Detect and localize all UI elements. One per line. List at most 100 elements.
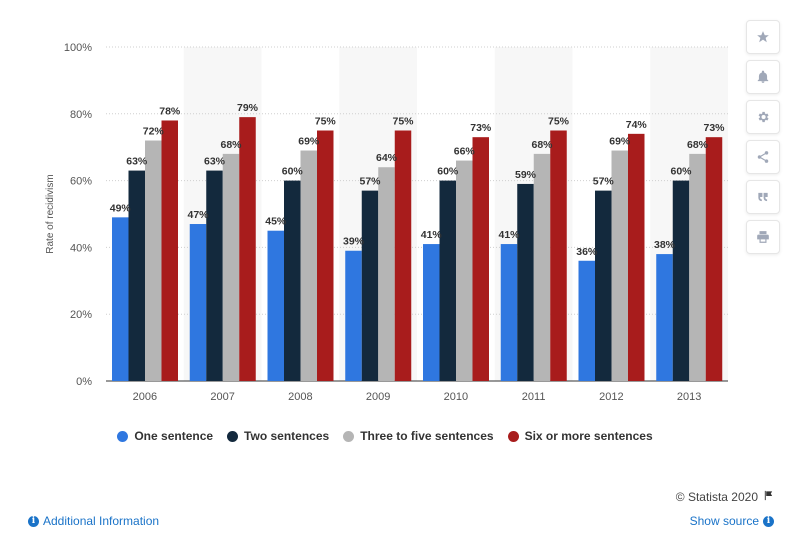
quote-icon	[758, 192, 768, 202]
gear-icon	[758, 111, 769, 123]
statista-credit: © Statista 2020	[676, 490, 774, 504]
bar[interactable]	[550, 130, 567, 382]
bar[interactable]	[361, 190, 379, 381]
data-label: 39%	[343, 236, 365, 248]
bar[interactable]	[112, 217, 129, 381]
bar[interactable]	[705, 137, 723, 381]
data-label: 74%	[626, 119, 648, 131]
flag-icon[interactable]	[763, 490, 774, 504]
data-label: 68%	[220, 139, 242, 151]
legend-label: Six or more sentences	[524, 429, 653, 443]
print-button[interactable]	[746, 220, 780, 254]
info-icon: i	[28, 515, 39, 527]
share-icon	[757, 151, 769, 163]
data-label: 59%	[515, 169, 537, 181]
x-tick-label: 2012	[599, 391, 623, 403]
show-source-link[interactable]: Show source i	[690, 514, 774, 528]
data-label: 64%	[376, 152, 398, 164]
legend-marker	[507, 430, 519, 442]
data-label: 75%	[548, 116, 570, 128]
share-button[interactable]	[746, 140, 780, 174]
x-tick-label: 2009	[366, 391, 390, 403]
y-axis-label: Rate of recidivism	[45, 174, 56, 253]
bar[interactable]	[472, 137, 490, 381]
data-label: 69%	[298, 136, 320, 148]
y-tick-label: 100%	[64, 42, 92, 54]
data-label: 69%	[609, 136, 631, 148]
bars	[112, 117, 723, 382]
data-label: 38%	[654, 239, 676, 251]
favorite-button[interactable]	[746, 20, 780, 54]
bar[interactable]	[284, 180, 301, 381]
data-label: 60%	[437, 166, 459, 178]
data-label: 63%	[126, 156, 148, 168]
x-tick-label: 2008	[288, 391, 312, 403]
legend-item[interactable]: Three to five sentences	[343, 429, 494, 443]
data-label: 73%	[470, 122, 492, 134]
legend-item[interactable]: One sentence	[117, 429, 213, 443]
show-source-label: Show source	[689, 514, 759, 528]
bar[interactable]	[394, 130, 412, 382]
bar[interactable]	[611, 150, 629, 381]
bar[interactable]	[267, 230, 285, 381]
data-label: 60%	[282, 166, 304, 178]
data-label: 75%	[392, 116, 414, 128]
legend-marker	[117, 430, 129, 442]
bar[interactable]	[423, 244, 440, 381]
bar[interactable]	[161, 120, 179, 381]
bar[interactable]	[595, 190, 612, 381]
bar[interactable]	[222, 153, 240, 381]
bar[interactable]	[128, 170, 146, 381]
x-tick-label: 2011	[522, 391, 546, 403]
data-label: 75%	[315, 116, 337, 128]
x-tick-label: 2006	[133, 391, 157, 403]
bar[interactable]	[206, 170, 223, 381]
bar[interactable]	[345, 250, 362, 381]
bar[interactable]	[378, 167, 395, 381]
y-tick-label: 80%	[70, 109, 92, 121]
bar[interactable]	[239, 117, 256, 381]
legend-item[interactable]: Two sentences	[227, 429, 329, 443]
legend-item[interactable]: Six or more sentences	[507, 429, 653, 443]
legend-marker	[227, 430, 239, 442]
star-icon	[757, 31, 769, 43]
bar[interactable]	[456, 160, 473, 381]
bar[interactable]	[578, 260, 596, 381]
x-axis-ticks: 2006 2007 2008 2009 2010 2011 2012 2013	[133, 391, 702, 403]
alert-button[interactable]	[746, 60, 780, 94]
chart-area: 0% 20% 40% 60% 80% 100% 49% 63% 72% 78% 47% 63% 68%…	[45, 42, 728, 403]
print-icon	[757, 231, 769, 243]
x-tick-label: 2010	[444, 391, 468, 403]
bell-icon	[757, 70, 769, 83]
bar[interactable]	[300, 150, 318, 381]
bar[interactable]	[533, 153, 551, 381]
data-label: 57%	[359, 176, 381, 188]
bar[interactable]	[145, 140, 162, 381]
bar[interactable]	[517, 183, 534, 381]
data-label: 68%	[531, 139, 553, 151]
bar[interactable]	[689, 153, 706, 381]
cite-button[interactable]	[746, 180, 780, 214]
bar[interactable]	[628, 133, 645, 381]
y-tick-label: 0%	[76, 376, 92, 388]
y-axis-ticks: 0% 20% 40% 60% 80% 100%	[64, 42, 92, 388]
data-label: 60%	[670, 166, 692, 178]
bar[interactable]	[317, 130, 334, 382]
data-label: 47%	[187, 209, 209, 221]
data-label: 68%	[687, 139, 709, 151]
bar[interactable]	[672, 180, 690, 381]
bar[interactable]	[500, 244, 518, 381]
bar[interactable]	[439, 180, 457, 381]
bar[interactable]	[189, 224, 207, 381]
additional-information-label: Additional Information	[43, 514, 160, 528]
data-label: 72%	[143, 126, 165, 138]
bar[interactable]	[656, 254, 673, 381]
data-label: 45%	[265, 216, 287, 228]
settings-button[interactable]	[746, 100, 780, 134]
x-tick-label: 2013	[677, 391, 701, 403]
x-tick-label: 2007	[210, 391, 234, 403]
legend-label: Two sentences	[244, 429, 330, 443]
legend-marker	[343, 430, 355, 442]
data-label: 78%	[159, 105, 181, 117]
additional-information-link[interactable]: i Additional Information	[28, 514, 159, 528]
